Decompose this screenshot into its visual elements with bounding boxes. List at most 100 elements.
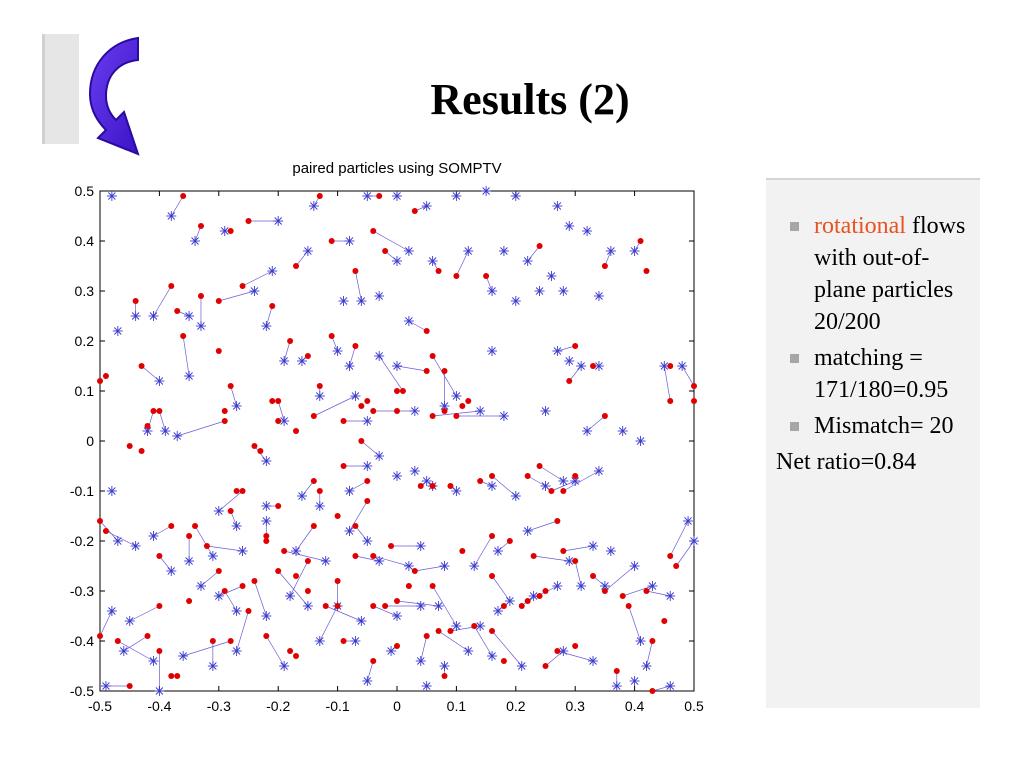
red-dot-point (316, 193, 323, 199)
red-dot-point (168, 283, 175, 289)
blue-asterisk-point (665, 591, 676, 601)
pair-line (177, 420, 225, 437)
pair-line (414, 565, 445, 572)
pair-line (663, 365, 671, 402)
pair-line (646, 640, 653, 667)
red-dot-point (423, 328, 430, 334)
red-dot-point (471, 623, 478, 629)
pair-line (349, 500, 368, 532)
pair-line (681, 365, 695, 387)
y-tick-label: 0.5 (75, 183, 95, 199)
blue-asterisk-point (415, 656, 426, 666)
pair-line (527, 520, 558, 532)
red-dot-point (572, 473, 579, 479)
red-dot-point (197, 293, 204, 299)
pair-line (218, 585, 243, 597)
blue-asterisk-point (362, 191, 373, 201)
blue-asterisk-point (522, 256, 533, 266)
red-dot-point (102, 528, 109, 534)
x-tick-label: 0.2 (506, 698, 526, 714)
red-dot-point (150, 408, 157, 414)
red-dot-point (388, 543, 395, 549)
red-dot-point (203, 543, 210, 549)
red-dot-point (358, 403, 365, 409)
pair-line (295, 525, 315, 552)
pair-line (378, 355, 404, 392)
blue-asterisk-point (362, 676, 373, 686)
x-tick-label: 0 (393, 698, 401, 714)
blue-asterisk-point (546, 271, 557, 281)
red-dot-point (358, 438, 365, 444)
blue-asterisk-point (118, 646, 129, 656)
red-dot-point (405, 583, 412, 589)
red-dot-point (310, 413, 317, 419)
x-tick-label: -0.4 (147, 698, 171, 714)
y-tick-label: 0.2 (75, 333, 95, 349)
blue-asterisk-point (421, 476, 432, 486)
pair-line (652, 685, 671, 692)
blue-asterisk-point (356, 616, 367, 626)
red-dot-point (186, 533, 193, 539)
red-dot-point (180, 193, 187, 199)
blue-asterisk-point (231, 646, 242, 656)
bullet-accent-text: rotational (814, 213, 906, 239)
red-dot-point (548, 488, 555, 494)
red-dot-point (542, 663, 549, 669)
x-tick-label: 0.3 (565, 698, 585, 714)
pair-line (194, 525, 214, 557)
red-dot-point (174, 308, 181, 314)
red-dot-point (536, 593, 543, 599)
red-dot-point (489, 628, 496, 634)
red-dot-point (352, 268, 359, 274)
blue-asterisk-point (564, 556, 575, 566)
blue-asterisk-point (231, 606, 242, 616)
blue-asterisk-point (629, 676, 640, 686)
blue-asterisk-point (433, 601, 444, 611)
blue-asterisk-point (629, 246, 640, 256)
pair-line (574, 560, 582, 587)
red-dot-point (364, 398, 371, 404)
blue-asterisk-point (338, 296, 349, 306)
red-dot-point (477, 478, 484, 484)
red-dot-point (316, 488, 323, 494)
pair-line (277, 570, 309, 607)
red-dot-point (465, 398, 472, 404)
blue-asterisk-point (314, 636, 325, 646)
red-dot-point (192, 523, 199, 529)
red-dot-point (394, 408, 400, 414)
blue-asterisk-point (291, 546, 302, 556)
y-tick-label: -0.4 (70, 633, 94, 649)
red-dot-point (97, 633, 103, 639)
red-dot-point (227, 638, 234, 644)
pair-line (420, 635, 428, 662)
red-dot-point (239, 283, 246, 289)
blue-asterisk-point (207, 661, 218, 671)
red-dot-point (560, 548, 567, 554)
red-dot-point (370, 658, 377, 664)
blue-asterisk-point (231, 401, 242, 411)
red-dot-point (530, 553, 537, 559)
pair-line (473, 535, 493, 567)
blue-asterisk-point (344, 236, 355, 246)
pair-line (473, 625, 493, 657)
red-dot-point (483, 273, 490, 279)
blue-asterisk-point (593, 466, 604, 476)
red-dot-point (263, 533, 270, 539)
curved-arrow-icon[interactable] (88, 36, 144, 158)
red-dot-point (459, 403, 466, 409)
red-dot-point (667, 398, 674, 404)
x-tick-label: 0.1 (447, 698, 467, 714)
blue-asterisk-point (439, 661, 450, 671)
red-dot-point (364, 498, 371, 504)
blue-asterisk-point (683, 516, 694, 526)
y-tick-label: 0.1 (75, 383, 95, 399)
red-dot-point (352, 523, 359, 529)
red-dot-point (489, 533, 496, 539)
pair-line (563, 545, 594, 552)
pair-line (218, 290, 255, 302)
red-dot-point (275, 503, 282, 509)
pair-line (491, 475, 517, 497)
blue-asterisk-point (100, 681, 111, 691)
blue-asterisk-point (362, 416, 373, 426)
